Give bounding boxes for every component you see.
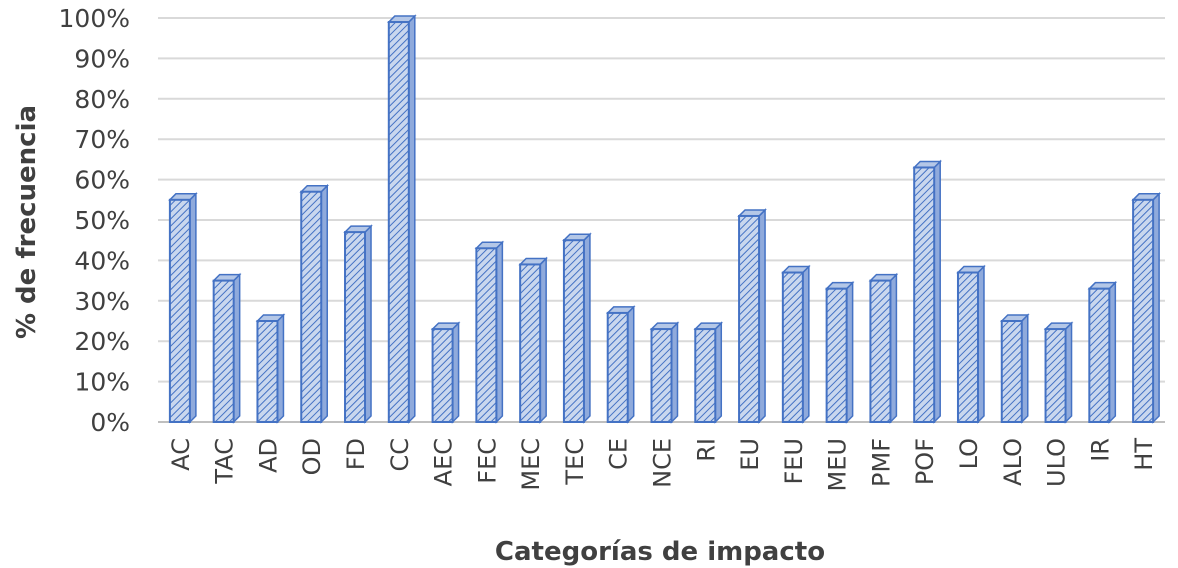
bars	[168, 14, 1161, 424]
x-tick-label: ALO	[999, 438, 1027, 486]
bar-nce	[649, 321, 680, 424]
bar-od	[299, 183, 330, 424]
y-tick-label: 40%	[74, 246, 130, 275]
bar-fd	[343, 224, 373, 424]
y-tick-label: 60%	[74, 166, 130, 195]
x-tick-label: EU	[736, 438, 764, 471]
y-axis-ticks: 0% 10% 20% 30% 40% 50% 60% 70% 80% 90% 100%	[59, 4, 130, 437]
y-tick-label: 80%	[74, 85, 130, 114]
y-tick-label: 90%	[74, 44, 130, 73]
x-tick-label: POF	[911, 438, 939, 485]
y-tick-label: 30%	[74, 287, 130, 316]
bar-ac	[168, 191, 198, 424]
x-tick-label: MEC	[517, 438, 545, 491]
x-tick-label: PMF	[867, 438, 895, 487]
bar-ht	[1131, 191, 1161, 424]
bar-feu	[781, 264, 811, 424]
bar-ir	[1087, 280, 1118, 424]
x-tick-label: FD	[342, 438, 370, 470]
x-axis-title: Categorías de impacto	[495, 537, 825, 567]
x-tick-label: AD	[254, 438, 282, 473]
bar-tec	[562, 232, 592, 424]
bar-aec	[430, 321, 461, 424]
x-tick-label: LO	[955, 438, 983, 469]
bar-pmf	[868, 272, 899, 424]
bar-ulo	[1043, 321, 1074, 424]
y-tick-label: 100%	[59, 4, 130, 33]
x-tick-label: AC	[167, 438, 195, 471]
bar-pof	[912, 159, 943, 424]
y-tick-label: 20%	[74, 327, 130, 356]
y-tick-label: 0%	[90, 408, 130, 437]
bar-cc	[386, 14, 417, 424]
x-axis-ticks: AC TAC AD OD FD CC AEC FEC MEC TEC CE NCE RI EU FEU MEU…	[167, 438, 1158, 492]
x-tick-label: ULO	[1043, 438, 1071, 487]
x-tick-label: AEC	[430, 438, 458, 486]
bar-eu	[737, 208, 767, 424]
x-tick-label: FEC	[473, 438, 501, 484]
x-tick-label: RI	[692, 438, 720, 462]
y-axis-title: % de frecuencia	[12, 105, 42, 339]
bar-tac	[211, 272, 242, 424]
x-tick-label: FEU	[780, 438, 808, 485]
y-tick-label: 50%	[74, 206, 130, 235]
bar-ri	[693, 321, 724, 424]
bar-alo	[999, 313, 1030, 424]
x-tick-label: TAC	[211, 438, 239, 485]
bar-mec	[518, 256, 548, 424]
x-tick-label: IR	[1086, 438, 1114, 462]
bar-lo	[956, 264, 986, 424]
y-tick-label: 70%	[74, 125, 130, 154]
x-tick-label: MEU	[824, 438, 852, 491]
x-tick-label: HT	[1130, 438, 1158, 471]
bar-ad	[255, 313, 286, 424]
x-tick-label: TEC	[561, 438, 589, 486]
x-tick-label: NCE	[649, 438, 677, 488]
bar-meu	[824, 280, 855, 424]
bar-ce	[605, 305, 636, 424]
x-tick-label: CE	[605, 438, 633, 470]
x-tick-label: CC	[386, 438, 414, 472]
y-tick-label: 10%	[74, 368, 130, 397]
bar-fec	[474, 240, 505, 424]
x-tick-label: OD	[298, 438, 326, 475]
